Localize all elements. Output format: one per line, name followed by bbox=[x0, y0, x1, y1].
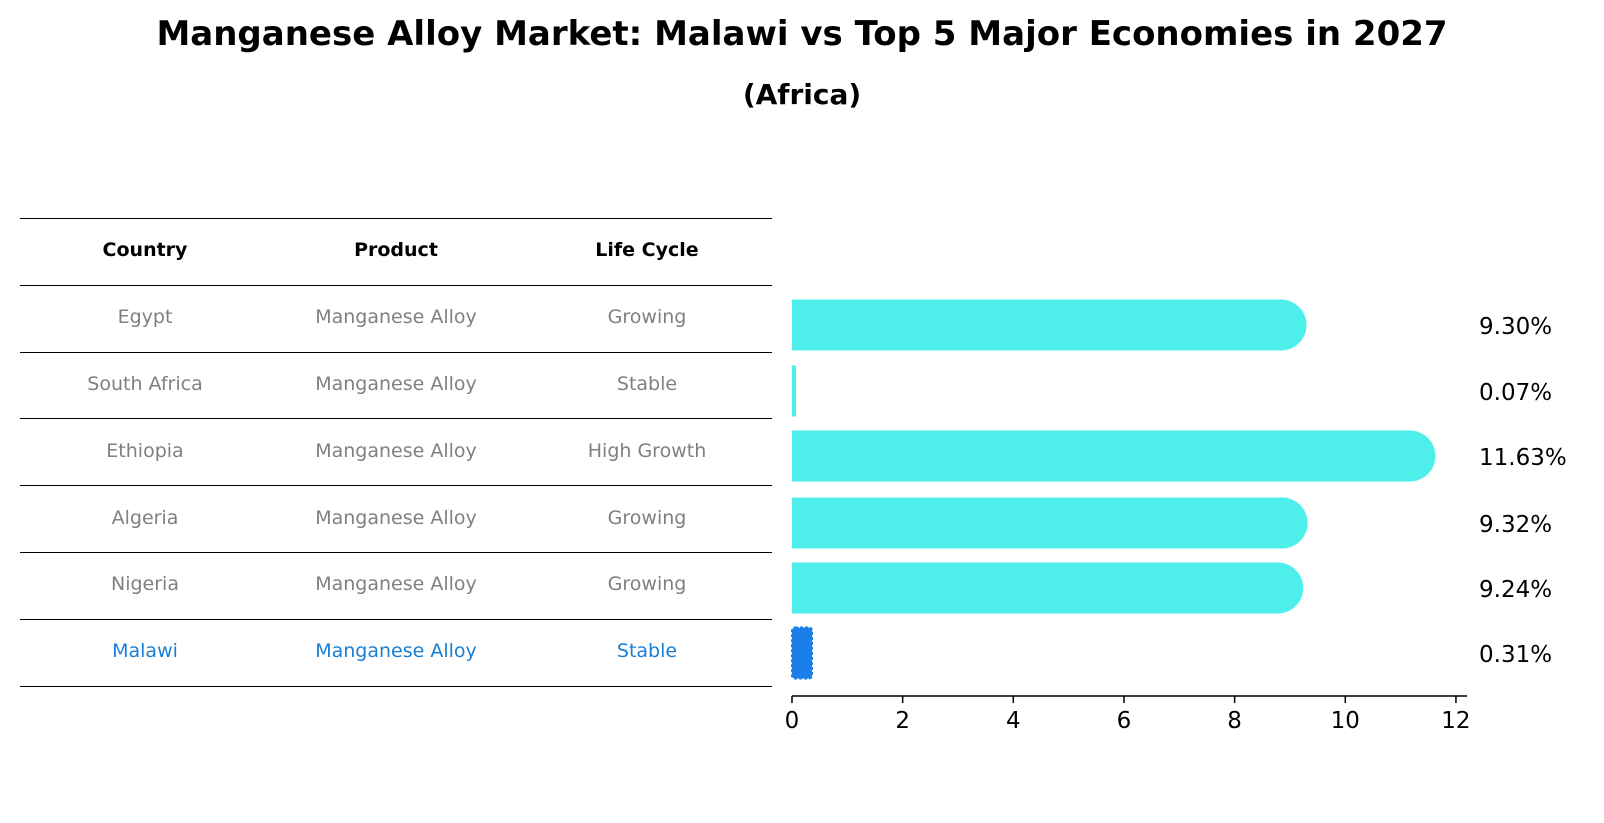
bar-nigeria bbox=[792, 562, 1304, 614]
table-cell-product: Manganese Alloy bbox=[315, 573, 477, 596]
table-cell-country: South Africa bbox=[87, 373, 203, 395]
table-cell-life-cycle: Stable bbox=[616, 640, 678, 663]
bar-value-label: 9.30% bbox=[1479, 314, 1552, 340]
bar-algeria bbox=[792, 497, 1308, 549]
table-rule bbox=[20, 552, 772, 553]
table-header-life-cycle: Life Cycle bbox=[595, 239, 699, 262]
x-tick-label: 2 bbox=[895, 708, 910, 734]
bar-value-label: 9.32% bbox=[1479, 512, 1552, 538]
table-rule bbox=[20, 685, 772, 687]
x-tick-label: 0 bbox=[785, 708, 800, 734]
table-cell-product: Manganese Alloy bbox=[315, 506, 477, 529]
table-cell-life-cycle: Stable bbox=[616, 373, 678, 395]
x-tick-label: 12 bbox=[1441, 708, 1470, 734]
table-cell-life-cycle: Growing bbox=[607, 506, 687, 529]
table-cell-product: Manganese Alloy bbox=[315, 439, 477, 462]
bar-egypt bbox=[792, 299, 1307, 351]
table-cell-product: Manganese Alloy bbox=[315, 306, 477, 329]
table-header-product: Product bbox=[354, 239, 438, 262]
table-cell-country: Ethiopia bbox=[106, 439, 184, 462]
bar-value-label: 0.07% bbox=[1479, 380, 1552, 406]
x-tick-label: 4 bbox=[1006, 708, 1021, 734]
chart-subtitle: (Africa) bbox=[742, 78, 862, 111]
bar-malawi bbox=[791, 626, 813, 680]
table-rule bbox=[20, 284, 772, 286]
table-cell-product: Manganese Alloy bbox=[315, 640, 477, 663]
table-rule bbox=[20, 418, 772, 420]
table-rule bbox=[20, 351, 772, 353]
table-cell-country: Malawi bbox=[112, 640, 178, 663]
bar-value-label: 9.24% bbox=[1479, 577, 1552, 603]
x-tick-label: 8 bbox=[1227, 708, 1242, 734]
chart-title: Manganese Alloy Market: Malawi vs Top 5 … bbox=[156, 14, 1448, 54]
bar-value-label: 11.63% bbox=[1479, 445, 1567, 471]
table-cell-country: Egypt bbox=[117, 306, 173, 329]
table-cell-life-cycle: Growing bbox=[607, 306, 687, 329]
table-cell-country: Nigeria bbox=[111, 573, 179, 596]
table-cell-life-cycle: High Growth bbox=[587, 439, 707, 462]
table-cell-country: Algeria bbox=[111, 506, 179, 529]
table-rule bbox=[20, 218, 772, 219]
x-tick-label: 6 bbox=[1117, 708, 1132, 734]
x-tick-label: 10 bbox=[1331, 708, 1360, 734]
table-cell-life-cycle: Growing bbox=[607, 573, 687, 596]
bar-value-label: 0.31% bbox=[1479, 642, 1552, 668]
bar-south-africa bbox=[792, 365, 796, 417]
bar-ethiopia bbox=[792, 430, 1436, 482]
table-cell-product: Manganese Alloy bbox=[315, 373, 477, 395]
table-rule bbox=[20, 485, 772, 487]
table-header-country: Country bbox=[102, 239, 188, 262]
table-rule bbox=[20, 618, 772, 620]
